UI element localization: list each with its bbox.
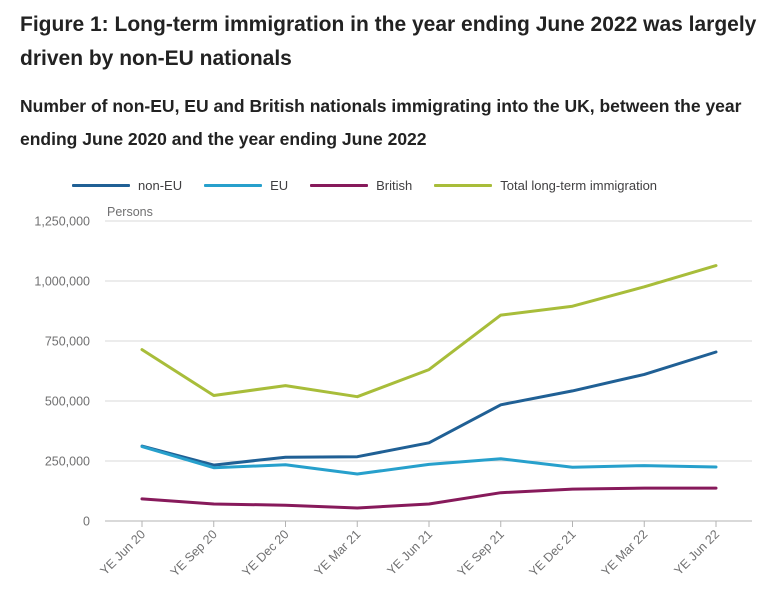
- legend-item: Total long-term immigration: [434, 178, 657, 193]
- legend-swatch: [434, 183, 493, 187]
- figure-title: Figure 1: Long-term immigration in the y…: [20, 13, 757, 70]
- y-tick-label: 1,000,000: [34, 275, 90, 289]
- legend-label: EU: [270, 177, 289, 193]
- legend-label: British: [376, 177, 413, 193]
- y-axis-label: Persons: [107, 205, 153, 219]
- y-tick-label: 1,250,000: [34, 215, 90, 229]
- legend-swatch: [310, 183, 369, 187]
- legend-swatch: [204, 183, 263, 187]
- x-tick-label: YE Mar 22: [599, 527, 651, 579]
- y-tick-label: 250,000: [45, 455, 90, 469]
- x-tick-label: YE Dec 21: [526, 527, 578, 579]
- chart-legend: non-EU EU British Total long-term immigrati…: [72, 175, 679, 195]
- series-line: [140, 445, 718, 476]
- x-tick-label: YE Jun 22: [671, 527, 722, 578]
- y-tick-label: 500,000: [45, 395, 90, 409]
- x-tick-label: YE Jun 20: [97, 527, 148, 578]
- legend-swatch: [72, 183, 130, 187]
- series-line: [140, 486, 718, 510]
- legend-label: Total long-term immigration: [500, 177, 658, 193]
- figure-subtitle: Number of non-EU, EU and British nationa…: [20, 96, 742, 149]
- x-tick-label: YE Mar 21: [312, 527, 364, 579]
- legend-label: non-EU: [138, 177, 183, 193]
- legend-item: British: [310, 178, 412, 193]
- x-tick-label: YE Dec 20: [239, 527, 291, 579]
- legend-item: EU: [204, 178, 288, 193]
- legend-item: non-EU: [72, 178, 182, 193]
- x-tick-label: YE Sep 21: [455, 527, 507, 579]
- y-tick-label: 750,000: [45, 335, 90, 349]
- series-line: [140, 350, 718, 467]
- x-tick-label: YE Jun 21: [384, 527, 435, 578]
- series-line: [140, 264, 718, 399]
- x-tick-label: YE Sep 20: [168, 527, 220, 579]
- y-tick-label: 0: [83, 515, 90, 529]
